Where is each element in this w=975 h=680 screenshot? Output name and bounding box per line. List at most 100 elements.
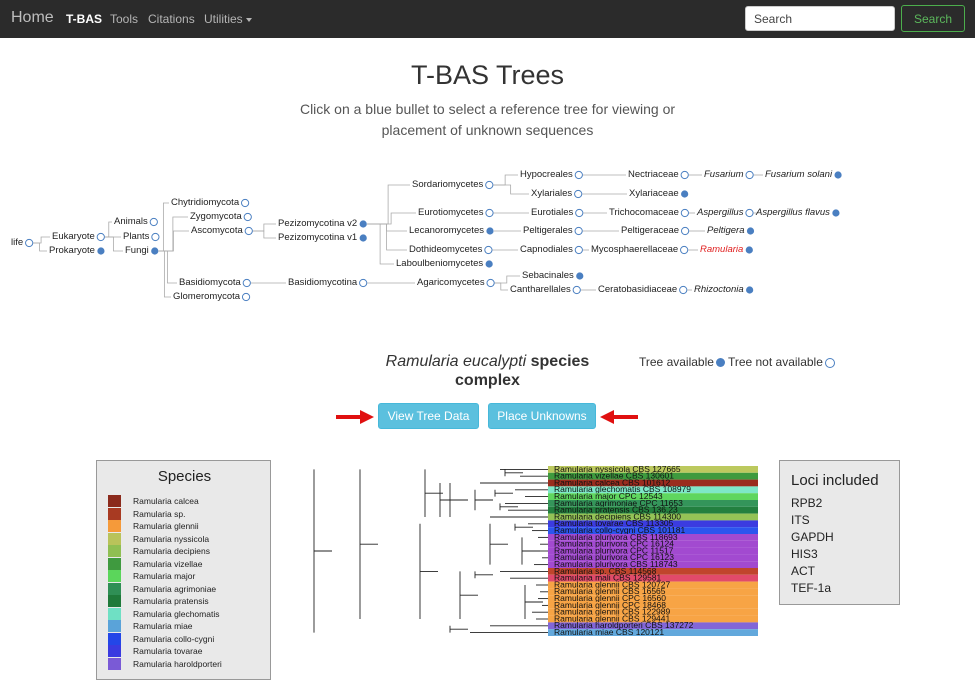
complex-title-italic: Ramularia eucalypti [385, 353, 527, 370]
locus-item: HIS3 [791, 547, 818, 561]
species-name: Ramularia tovarae [133, 646, 203, 656]
tree-node-life[interactable]: life [11, 237, 34, 248]
search-button[interactable]: Search [901, 5, 965, 32]
tree-node-label: Basidiomycotina [288, 277, 358, 288]
tree-available-bullet-icon[interactable] [746, 227, 755, 235]
tip-color-band [548, 513, 758, 521]
tree-available-bullet-icon[interactable] [151, 247, 159, 255]
tree-available-bullet-icon[interactable] [832, 209, 840, 217]
tree-node-fungi[interactable]: Fungi [125, 245, 159, 256]
species-name: Ramularia pratensis [133, 596, 209, 606]
tip-color-band [548, 574, 758, 582]
tree-node-xylariales[interactable]: Xylariales [531, 188, 583, 199]
tree-node-mycosphaer[interactable]: Mycosphaerellaceae [591, 244, 689, 255]
tree-node-fsolani[interactable]: Fusarium solani [765, 169, 842, 180]
place-unknowns-button[interactable]: Place Unknowns [488, 403, 596, 429]
tree-node-aspergillus[interactable]: Aspergillus [696, 207, 754, 218]
tree-available-bullet-icon[interactable] [681, 190, 689, 198]
species-name: Ramularia glennii [133, 521, 199, 531]
tip-label: Ramularia glechomatis CBS 108979 [554, 484, 691, 494]
tip-label: Ramularia glennii CPC 18468 [554, 600, 666, 610]
tree-node-label: Chytridiomycota [171, 197, 240, 208]
tree-node-laboulbenio[interactable]: Laboulbeniomycetes [396, 258, 493, 269]
tree-node-label: Eukaryote [52, 231, 95, 242]
tip-color-band [548, 561, 758, 568]
tree-node-dothideo[interactable]: Dothideomycetes [409, 244, 493, 255]
tree-available-bullet-icon[interactable] [359, 220, 367, 228]
nav-home-link[interactable]: Home [11, 9, 54, 26]
tree-available-bullet-icon[interactable] [97, 247, 105, 255]
tree-node-fusarium[interactable]: Fusarium [704, 169, 754, 180]
tree-node-eurotio[interactable]: Eurotiomycetes [418, 207, 494, 218]
tree-available-bullet-icon[interactable] [486, 227, 494, 235]
tree-node-peltigeraceae[interactable]: Peltigeraceae [621, 225, 690, 236]
tree-node-hypocreales[interactable]: Hypocreales [520, 169, 583, 180]
tree-edge [252, 223, 276, 232]
nav-tools-link[interactable]: Tools [110, 12, 139, 26]
tree-node-glomeromycota[interactable]: Glomeromycota [173, 291, 251, 302]
view-tree-data-button[interactable]: View Tree Data [378, 403, 479, 429]
tree-available-bullet-icon[interactable] [745, 246, 753, 254]
tip-color-band [548, 547, 758, 555]
tree-node-eurotiales[interactable]: Eurotiales [531, 207, 584, 218]
tree-node-trichocomaceae[interactable]: Trichocomaceae [609, 207, 689, 218]
tip-color-band [548, 527, 758, 534]
tree-node-label: Dothideomycetes [409, 244, 483, 255]
search-input[interactable] [745, 6, 895, 31]
tree-edge [33, 236, 50, 244]
tree-unavailable-bullet-icon [149, 217, 158, 227]
tree-edge [252, 230, 276, 239]
tree-available-bullet-icon[interactable] [576, 272, 584, 280]
tip-color-band [548, 588, 758, 596]
tree-node-ramularia[interactable]: Ramularia [700, 244, 753, 255]
tree-node-prokaryote[interactable]: Prokaryote [49, 245, 105, 256]
tree-node-label: Peltigera [707, 225, 745, 236]
tree-available-bullet-icon[interactable] [834, 171, 842, 179]
tree-node-animals[interactable]: Animals [114, 216, 158, 227]
tree-node-chytridiomycota[interactable]: Chytridiomycota [171, 197, 250, 208]
tree-node-peltigera[interactable]: Peltigera [707, 225, 755, 236]
tree-node-ascomycota[interactable]: Ascomycota [191, 225, 253, 236]
nav-citations-link[interactable]: Citations [148, 12, 195, 26]
nav-utilities-dropdown[interactable]: Utilities [204, 12, 252, 26]
tree-node-basidiomycota[interactable]: Basidiomycota [179, 277, 251, 288]
tree-node-sordario[interactable]: Sordariomycetes [412, 179, 494, 190]
tip-color-band [548, 466, 758, 473]
tree-node-cantharellales[interactable]: Cantharellales [510, 284, 581, 295]
tree-node-nectriaceae[interactable]: Nectriaceae [628, 169, 689, 180]
tree-available-bullet-icon[interactable] [746, 286, 754, 294]
subtitle-line-1: Click on a blue bullet to select a refer… [299, 101, 676, 117]
species-color-swatch [108, 570, 121, 582]
species-color-swatch [108, 607, 121, 620]
tree-node-sebacinales[interactable]: Sebacinales [522, 270, 584, 281]
tree-unavailable-bullet-icon [575, 208, 584, 218]
tree-edge [494, 282, 508, 291]
tree-node-capnodiales[interactable]: Capnodiales [520, 244, 583, 255]
tree-node-ceratobasid[interactable]: Ceratobasidiaceae [598, 284, 688, 295]
tip-label: Ramularia plurivora CBS 118743 [554, 559, 678, 569]
tree-node-aflavus[interactable]: Aspergillus flavus [755, 207, 840, 218]
tree-unavailable-bullet-icon [680, 245, 689, 255]
species-color-swatch [108, 557, 121, 570]
tree-node-eukaryote[interactable]: Eukaryote [52, 231, 105, 242]
tree-edge [367, 212, 416, 225]
tree-node-agarico[interactable]: Agaricomycetes [417, 277, 495, 288]
tree-node-zygomycota[interactable]: Zygomycota [190, 211, 252, 222]
tree-node-plants[interactable]: Plants [123, 231, 160, 242]
tree-available-bullet-icon[interactable] [359, 234, 367, 242]
tree-node-xylariaceae[interactable]: Xylariaceae [629, 188, 689, 199]
locus-item: TEF-1a [791, 581, 832, 595]
tree-node-basidiomycotina[interactable]: Basidiomycotina [288, 277, 368, 288]
tree-node-label: Ramularia [700, 244, 743, 255]
tree-node-pezizo1[interactable]: Pezizomycotina v1 [278, 232, 367, 243]
tree-node-rhizoctonia[interactable]: Rhizoctonia [694, 284, 754, 295]
tree-node-pezizo2[interactable]: Pezizomycotina v2 [278, 218, 367, 229]
tree-node-peltigerales[interactable]: Peltigerales [523, 225, 583, 236]
tip-label: Ramularia collo-cygni CBS 101181 [554, 525, 685, 535]
tree-available-bullet-icon[interactable] [485, 260, 493, 268]
tree-unavailable-bullet-icon [681, 226, 690, 236]
tree-node-label: Lecanoromycetes [409, 225, 484, 236]
nav-tbas-link[interactable]: T-BAS [66, 12, 102, 26]
tree-node-lecanoro[interactable]: Lecanoromycetes [409, 225, 494, 236]
tip-color-band [548, 472, 758, 480]
